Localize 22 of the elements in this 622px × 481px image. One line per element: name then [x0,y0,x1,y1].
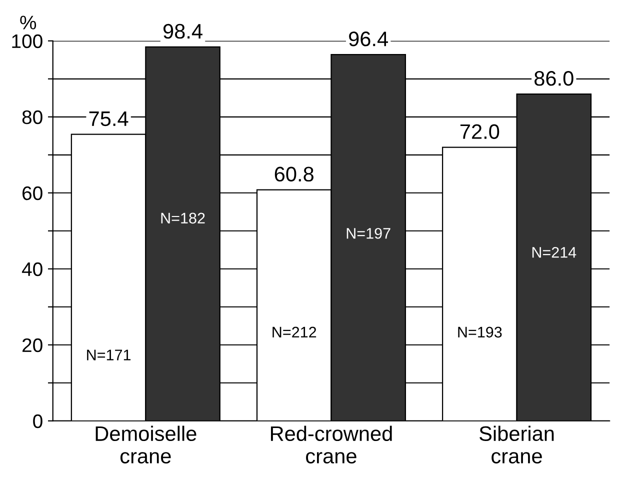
annotation: N=214 [532,246,576,258]
annotation: N=212 [272,326,316,338]
y-axis-title: % [20,16,36,30]
data-label: 72.0 [460,124,500,139]
y-tick-label: 80 [22,110,42,124]
data-label: 96.4 [349,32,388,46]
y-tick-label: 60 [22,186,42,200]
data-label: 75.4 [89,112,128,126]
x-tick-label: Siberian crane [480,426,554,464]
annotation: N=182 [161,212,205,224]
x-tick-label: Red-crowned crane [270,426,392,464]
data-label: 86.0 [534,71,574,86]
annotation: N=171 [87,350,131,360]
y-tick-label: 40 [22,262,42,276]
data-label: 60.8 [274,166,314,182]
annotation: N=197 [346,228,390,239]
y-tick-label: 100 [12,34,42,48]
y-tick-label: 20 [22,338,42,352]
data-label: 98.4 [163,24,202,39]
annotation: N=193 [458,326,502,338]
y-tick-label: 0 [33,414,42,428]
x-tick-label: Demoiselle crane [96,426,196,464]
